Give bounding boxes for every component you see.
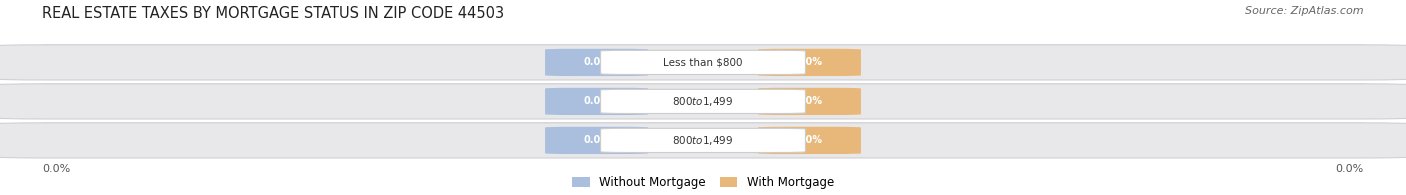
FancyBboxPatch shape [546,127,648,154]
Text: 0.0%: 0.0% [796,135,823,145]
FancyBboxPatch shape [0,123,1406,158]
FancyBboxPatch shape [0,45,1406,80]
Text: 0.0%: 0.0% [583,135,610,145]
Text: 0.0%: 0.0% [42,164,70,174]
FancyBboxPatch shape [600,89,806,113]
Text: 0.0%: 0.0% [796,96,823,106]
FancyBboxPatch shape [546,49,648,76]
FancyBboxPatch shape [600,50,806,74]
FancyBboxPatch shape [758,49,860,76]
Text: 0.0%: 0.0% [796,57,823,67]
Text: $800 to $1,499: $800 to $1,499 [672,95,734,108]
Text: 0.0%: 0.0% [583,96,610,106]
FancyBboxPatch shape [758,88,860,115]
Legend: Without Mortgage, With Mortgage: Without Mortgage, With Mortgage [572,176,834,189]
Text: 0.0%: 0.0% [1336,164,1364,174]
Text: 0.0%: 0.0% [583,57,610,67]
Text: $800 to $1,499: $800 to $1,499 [672,134,734,147]
FancyBboxPatch shape [600,128,806,152]
Text: Less than $800: Less than $800 [664,57,742,67]
FancyBboxPatch shape [758,127,860,154]
Text: Source: ZipAtlas.com: Source: ZipAtlas.com [1246,6,1364,16]
Text: REAL ESTATE TAXES BY MORTGAGE STATUS IN ZIP CODE 44503: REAL ESTATE TAXES BY MORTGAGE STATUS IN … [42,6,505,21]
FancyBboxPatch shape [0,84,1406,119]
FancyBboxPatch shape [546,88,648,115]
